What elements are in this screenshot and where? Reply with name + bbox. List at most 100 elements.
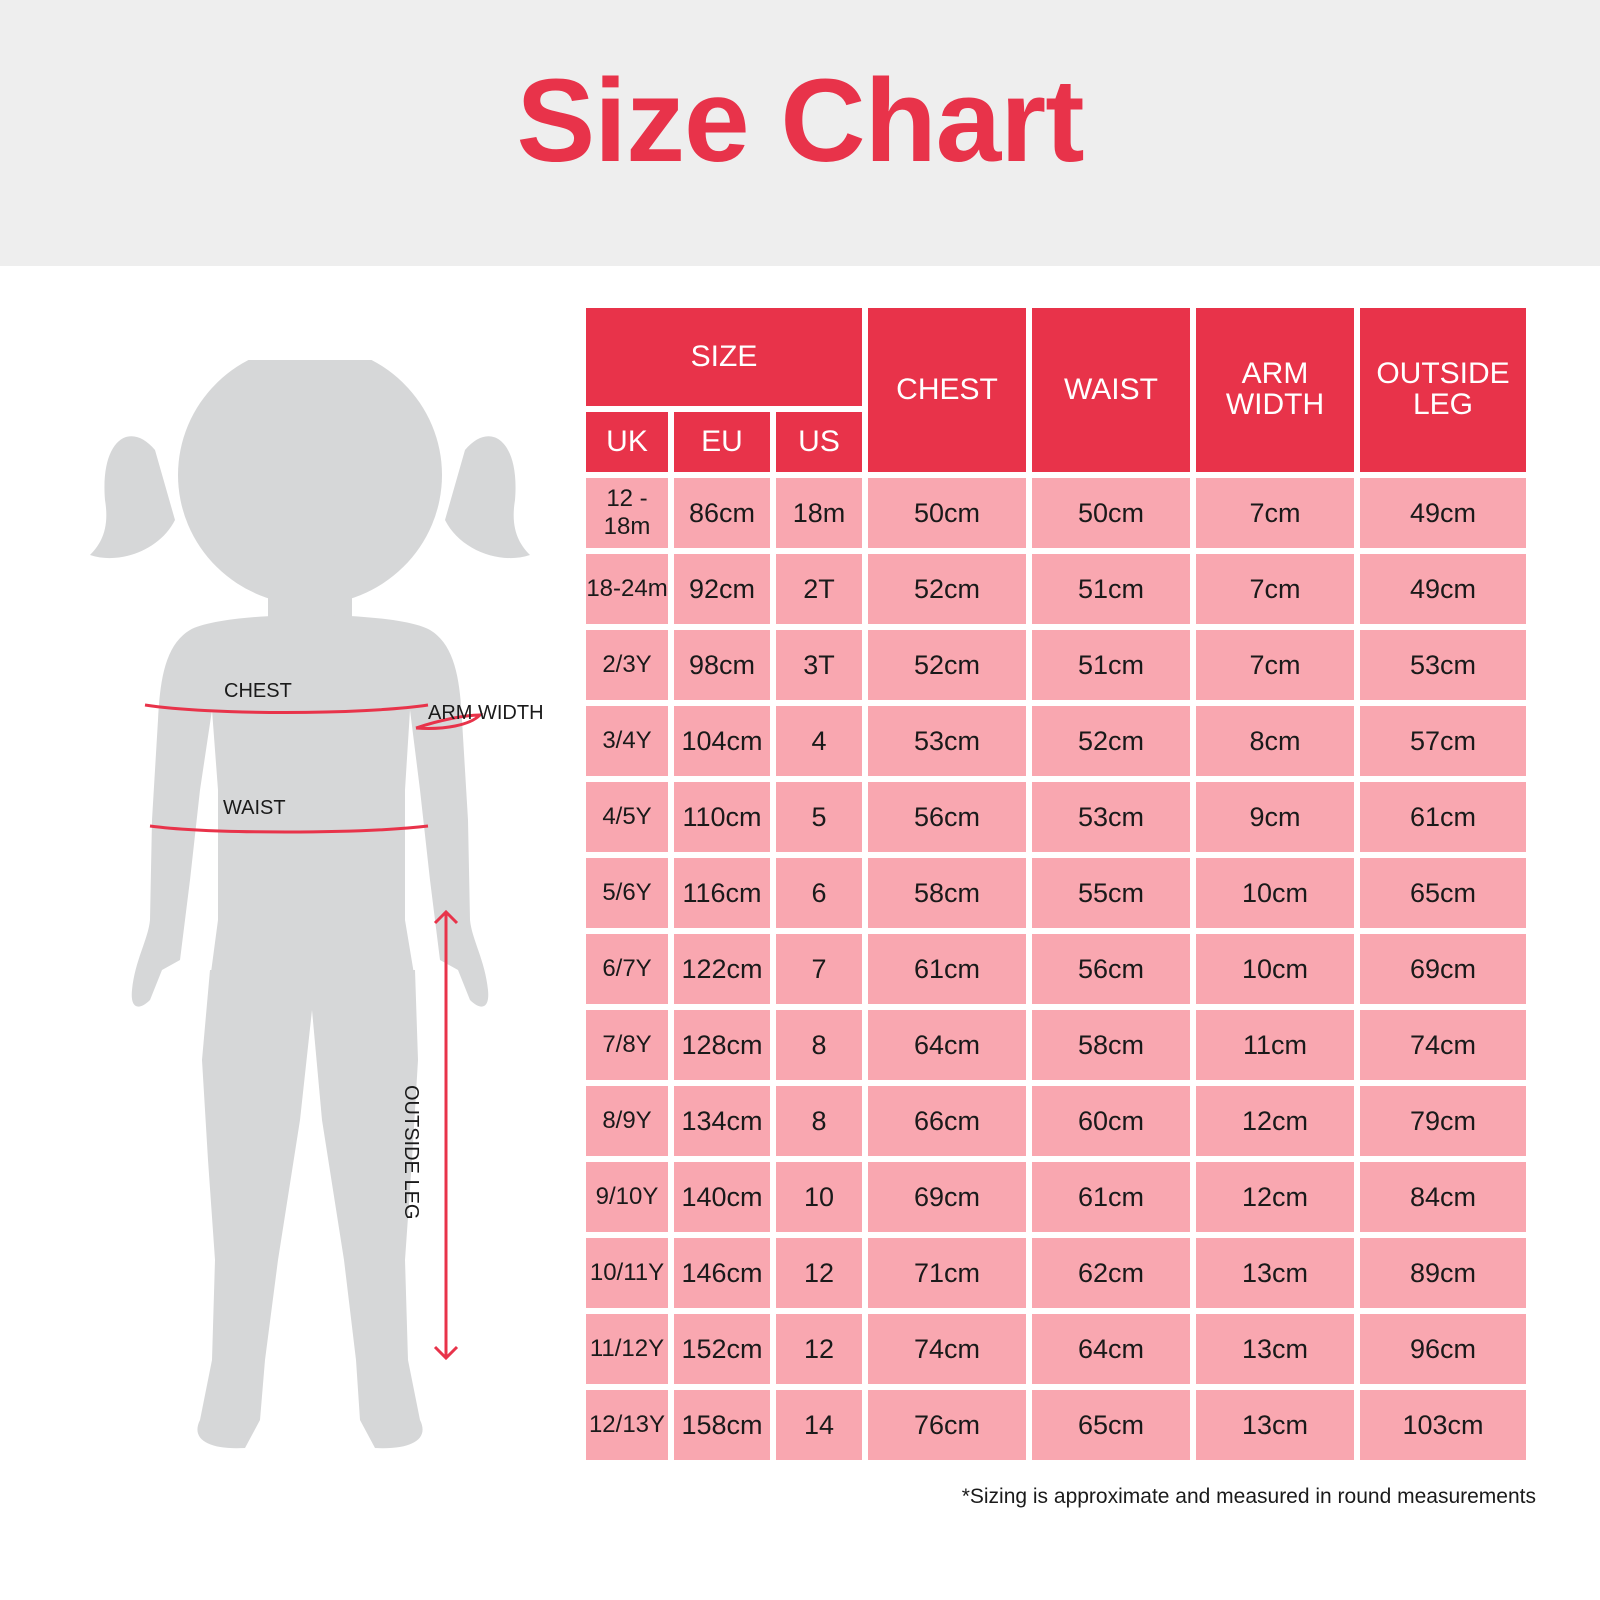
cell-outside-leg: 53cm: [1360, 630, 1526, 700]
child-silhouette-illustration: [90, 360, 530, 1449]
cell-chest: 74cm: [868, 1314, 1026, 1384]
cell-arm-width: 13cm: [1196, 1390, 1354, 1460]
cell-outside-leg: 49cm: [1360, 478, 1526, 548]
cell-waist: 55cm: [1032, 858, 1190, 928]
cell-chest: 53cm: [868, 706, 1026, 776]
cell-outside-leg: 84cm: [1360, 1162, 1526, 1232]
cell-uk: 11/12Y: [586, 1314, 668, 1384]
cell-eu: 158cm: [674, 1390, 770, 1460]
cell-us: 6: [776, 858, 862, 928]
cell-us: 4: [776, 706, 862, 776]
table-row: 5/6Y 116cm 6 58cm 55cm 10cm 65cm: [586, 858, 1526, 928]
header-eu: EU: [674, 412, 770, 472]
cell-eu: 152cm: [674, 1314, 770, 1384]
chest-figure-label: CHEST: [224, 680, 292, 702]
waist-figure-label: WAIST: [223, 797, 286, 819]
table-row: 18-24m 92cm 2T 52cm 51cm 7cm 49cm: [586, 554, 1526, 624]
cell-waist: 51cm: [1032, 630, 1190, 700]
cell-outside-leg: 57cm: [1360, 706, 1526, 776]
cell-chest: 50cm: [868, 478, 1026, 548]
footnote: *Sizing is approximate and measured in r…: [961, 1485, 1536, 1508]
cell-waist: 51cm: [1032, 554, 1190, 624]
header-band: [0, 0, 1600, 266]
cell-arm-width: 12cm: [1196, 1086, 1354, 1156]
cell-waist: 62cm: [1032, 1238, 1190, 1308]
cell-uk: 6/7Y: [586, 934, 668, 1004]
child-figure: CHEST ARM WIDTH WAIST OUTSIDE LEG: [60, 360, 580, 1500]
cell-us: 3T: [776, 630, 862, 700]
cell-eu: 110cm: [674, 782, 770, 852]
cell-us: 8: [776, 1086, 862, 1156]
table-row: 3/4Y 104cm 4 53cm 52cm 8cm 57cm: [586, 706, 1526, 776]
cell-outside-leg: 74cm: [1360, 1010, 1526, 1080]
cell-waist: 64cm: [1032, 1314, 1190, 1384]
cell-outside-leg: 96cm: [1360, 1314, 1526, 1384]
cell-outside-leg: 89cm: [1360, 1238, 1526, 1308]
table-row: 8/9Y 134cm 8 66cm 60cm 12cm 79cm: [586, 1086, 1526, 1156]
cell-us: 2T: [776, 554, 862, 624]
outside-leg-figure-label: OUTSIDE LEG: [400, 1085, 422, 1220]
cell-eu: 140cm: [674, 1162, 770, 1232]
cell-outside-leg: 65cm: [1360, 858, 1526, 928]
cell-outside-leg: 69cm: [1360, 934, 1526, 1004]
cell-uk: 7/8Y: [586, 1010, 668, 1080]
cell-chest: 61cm: [868, 934, 1026, 1004]
cell-waist: 56cm: [1032, 934, 1190, 1004]
cell-us: 12: [776, 1314, 862, 1384]
cell-chest: 58cm: [868, 858, 1026, 928]
table-row: 12/13Y 158cm 14 76cm 65cm 13cm 103cm: [586, 1390, 1526, 1460]
cell-arm-width: 12cm: [1196, 1162, 1354, 1232]
header-chest: CHEST: [868, 308, 1026, 472]
cell-outside-leg: 79cm: [1360, 1086, 1526, 1156]
cell-waist: 50cm: [1032, 478, 1190, 548]
cell-arm-width: 8cm: [1196, 706, 1354, 776]
cell-waist: 60cm: [1032, 1086, 1190, 1156]
cell-arm-width: 7cm: [1196, 554, 1354, 624]
table-row: 10/11Y 146cm 12 71cm 62cm 13cm 89cm: [586, 1238, 1526, 1308]
arm-width-figure-label: ARM WIDTH: [428, 702, 544, 724]
cell-waist: 61cm: [1032, 1162, 1190, 1232]
cell-outside-leg: 103cm: [1360, 1390, 1526, 1460]
cell-waist: 52cm: [1032, 706, 1190, 776]
header-waist: WAIST: [1032, 308, 1190, 472]
cell-arm-width: 7cm: [1196, 630, 1354, 700]
cell-chest: 69cm: [868, 1162, 1026, 1232]
cell-eu: 92cm: [674, 554, 770, 624]
page-title: Size Chart: [516, 55, 1084, 187]
cell-arm-width: 10cm: [1196, 858, 1354, 928]
cell-outside-leg: 49cm: [1360, 554, 1526, 624]
table-row: 12 - 18m 86cm 18m 50cm 50cm 7cm 49cm: [586, 478, 1526, 548]
cell-us: 14: [776, 1390, 862, 1460]
cell-uk: 3/4Y: [586, 706, 668, 776]
cell-arm-width: 13cm: [1196, 1314, 1354, 1384]
table-row: 6/7Y 122cm 7 61cm 56cm 10cm 69cm: [586, 934, 1526, 1004]
cell-arm-width: 7cm: [1196, 478, 1354, 548]
cell-arm-width: 9cm: [1196, 782, 1354, 852]
cell-chest: 71cm: [868, 1238, 1026, 1308]
cell-chest: 76cm: [868, 1390, 1026, 1460]
cell-arm-width: 13cm: [1196, 1238, 1354, 1308]
cell-us: 7: [776, 934, 862, 1004]
cell-arm-width: 11cm: [1196, 1010, 1354, 1080]
table-row: 2/3Y 98cm 3T 52cm 51cm 7cm 53cm: [586, 630, 1526, 700]
cell-eu: 122cm: [674, 934, 770, 1004]
cell-us: 12: [776, 1238, 862, 1308]
cell-chest: 52cm: [868, 630, 1026, 700]
table-row: 7/8Y 128cm 8 64cm 58cm 11cm 74cm: [586, 1010, 1526, 1080]
cell-uk: 4/5Y: [586, 782, 668, 852]
cell-chest: 66cm: [868, 1086, 1026, 1156]
cell-uk: 2/3Y: [586, 630, 668, 700]
cell-us: 10: [776, 1162, 862, 1232]
cell-waist: 65cm: [1032, 1390, 1190, 1460]
size-table: SIZE CHEST WAIST ARM WIDTH OUTSIDE LEG U…: [580, 302, 1532, 1466]
cell-uk: 12/13Y: [586, 1390, 668, 1460]
cell-eu: 128cm: [674, 1010, 770, 1080]
header-us: US: [776, 412, 862, 472]
header-arm-width: ARM WIDTH: [1196, 308, 1354, 472]
cell-uk: 12 - 18m: [586, 478, 668, 548]
cell-eu: 98cm: [674, 630, 770, 700]
cell-uk: 18-24m: [586, 554, 668, 624]
cell-eu: 86cm: [674, 478, 770, 548]
cell-eu: 134cm: [674, 1086, 770, 1156]
cell-chest: 52cm: [868, 554, 1026, 624]
